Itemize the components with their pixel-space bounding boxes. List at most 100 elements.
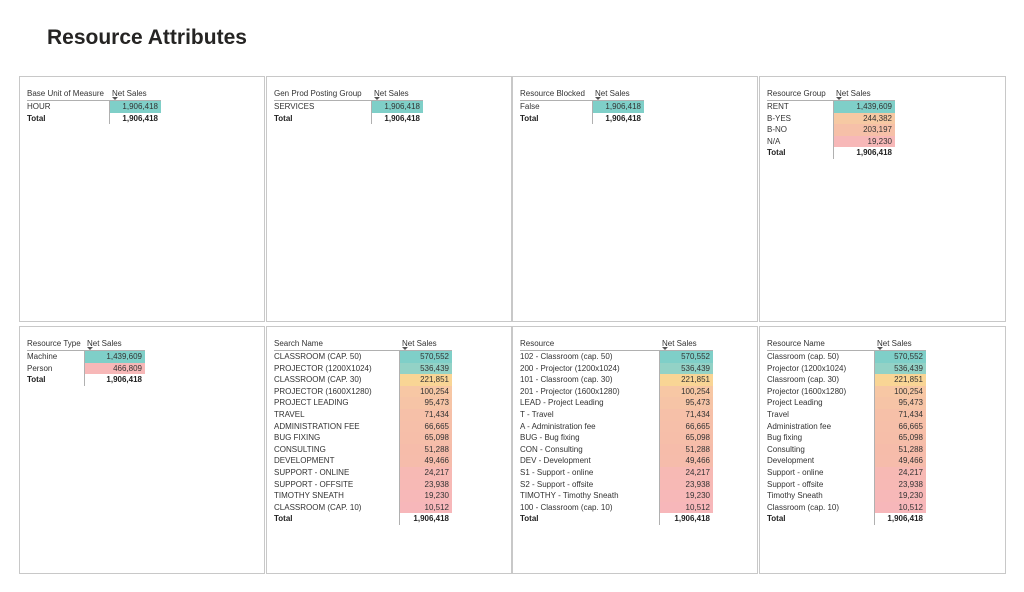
row-label: CON - Consulting (520, 444, 583, 454)
column-header-label[interactable]: Resource Group (767, 89, 826, 98)
table-row[interactable]: PROJECT LEADING 95,473 (274, 397, 452, 409)
table-row[interactable]: Bug fixing 65,098 (767, 432, 926, 444)
table-row[interactable]: CON - Consulting 51,288 (520, 443, 713, 456)
table-row[interactable]: CLASSROOM (CAP. 50) 570,552 (274, 351, 452, 363)
row-label: BUG FIXING (274, 433, 321, 443)
table-row[interactable]: PROJECTOR (1600X1280) 100,254 (274, 385, 452, 398)
net-sales-value: 10,512 (659, 501, 713, 514)
table-row[interactable]: Classroom (cap. 10) 10,512 (767, 501, 926, 514)
column-header-label[interactable]: Resource Name (767, 339, 825, 348)
column-header-label[interactable]: Search Name (274, 339, 323, 348)
table-row[interactable]: LEAD - Project Leading 95,473 (520, 397, 713, 409)
table-row[interactable]: 100 - Classroom (cap. 10) 10,512 (520, 501, 713, 514)
net-sales-value: 10,512 (874, 501, 926, 514)
table-row[interactable]: BUG FIXING 65,098 (274, 432, 452, 444)
table-row[interactable]: TIMOTHY SNEATH 19,230 (274, 490, 452, 502)
net-sales-value: 51,288 (659, 443, 713, 456)
table-row[interactable]: Support - online 24,217 (767, 466, 926, 479)
sort-descending-icon[interactable] (662, 347, 668, 350)
table-row[interactable]: BUG - Bug fixing 65,098 (520, 432, 713, 444)
table-row[interactable]: 101 - Classroom (cap. 30) 221,851 (520, 374, 713, 386)
column-header-net-sales[interactable]: Net Sales (87, 339, 122, 350)
table-row[interactable]: Travel 71,434 (767, 408, 926, 421)
table-row[interactable]: S1 - Support - online 24,217 (520, 466, 713, 479)
table-row[interactable]: CLASSROOM (CAP. 30) 221,851 (274, 374, 452, 386)
net-sales-value: 466,809 (84, 362, 145, 375)
table-row[interactable]: Development 49,466 (767, 455, 926, 467)
table-row[interactable]: Classroom (cap. 30) 221,851 (767, 374, 926, 386)
sort-descending-icon[interactable] (112, 97, 118, 100)
sort-descending-icon[interactable] (374, 97, 380, 100)
table-row[interactable]: Person 466,809 (27, 362, 145, 375)
table-row[interactable]: 201 - Projector (1600x1280) 100,254 (520, 385, 713, 398)
table-row[interactable]: Support - offsite 23,938 (767, 478, 926, 491)
column-header-label[interactable]: Resource (520, 339, 555, 348)
table-row[interactable]: 102 - Classroom (cap. 50) 570,552 (520, 351, 713, 363)
column-header-net-sales[interactable]: Net Sales (836, 89, 871, 100)
table-row[interactable]: SUPPORT - ONLINE 24,217 (274, 466, 452, 479)
table-row[interactable]: T - Travel 71,434 (520, 408, 713, 421)
table-row[interactable]: Consulting 51,288 (767, 443, 926, 456)
table-row[interactable]: B-YES 244,382 (767, 112, 895, 125)
table-row[interactable]: RENT 1,439,609 (767, 101, 895, 113)
table-row[interactable]: TRAVEL 71,434 (274, 408, 452, 421)
row-label: Person (27, 363, 53, 373)
table-header: Resource Net Sales (520, 332, 713, 351)
column-header-net-sales[interactable]: Net Sales (402, 339, 437, 350)
table-row[interactable]: A - Administration fee 66,665 (520, 420, 713, 433)
table-row[interactable]: HOUR 1,906,418 (27, 101, 161, 113)
total-label: Total (27, 113, 46, 123)
sort-descending-icon[interactable] (402, 347, 408, 350)
table-row[interactable]: S2 - Support - offsite 23,938 (520, 478, 713, 491)
table-row[interactable]: ADMINISTRATION FEE 66,665 (274, 420, 452, 433)
table-row[interactable]: TIMOTHY - Timothy Sneath 19,230 (520, 490, 713, 502)
table-row[interactable]: False 1,906,418 (520, 101, 644, 113)
row-label: S2 - Support - offsite (520, 479, 594, 489)
column-header-net-sales[interactable]: Net Sales (595, 89, 630, 100)
net-sales-value: 19,230 (833, 135, 895, 148)
row-label: Classroom (cap. 10) (767, 502, 840, 512)
table-row[interactable]: SUPPORT - OFFSITE 23,938 (274, 478, 452, 491)
table-row[interactable]: CONSULTING 51,288 (274, 443, 452, 456)
table-row[interactable]: Administration fee 66,665 (767, 420, 926, 433)
table-row[interactable]: Classroom (cap. 50) 570,552 (767, 351, 926, 363)
table-row[interactable]: Timothy Sneath 19,230 (767, 490, 926, 502)
sort-descending-icon[interactable] (836, 97, 842, 100)
table-row[interactable]: Projector (1600x1280) 100,254 (767, 385, 926, 398)
row-label: Project Leading (767, 398, 823, 408)
net-sales-value: 66,665 (659, 420, 713, 433)
sort-descending-icon[interactable] (87, 347, 93, 350)
net-sales-value: 49,466 (874, 455, 926, 467)
column-header-label[interactable]: Resource Blocked (520, 89, 585, 98)
column-header-label[interactable]: Gen Prod Posting Group (274, 89, 362, 98)
table-row[interactable]: 200 - Projector (1200x1024) 536,439 (520, 362, 713, 375)
table-row[interactable]: Project Leading 95,473 (767, 397, 926, 409)
total-row: Total 1,906,418 (767, 147, 895, 159)
column-header-net-sales[interactable]: Net Sales (112, 89, 147, 100)
total-label: Total (27, 375, 46, 385)
column-header-net-sales[interactable]: Net Sales (662, 339, 697, 350)
net-sales-value: 221,851 (874, 374, 926, 386)
column-header-label[interactable]: Resource Type (27, 339, 81, 348)
column-header-net-sales[interactable]: Net Sales (877, 339, 912, 350)
total-value: 1,906,418 (659, 513, 713, 525)
sort-descending-icon[interactable] (877, 347, 883, 350)
net-sales-value: 570,552 (874, 351, 926, 363)
panel-res-type: Resource Type Net Sales Machine 1,439,609 Pe… (19, 326, 265, 574)
row-label: S1 - Support - online (520, 467, 594, 477)
table-row[interactable]: DEVELOPMENT 49,466 (274, 455, 452, 467)
table-row[interactable]: Projector (1200x1024) 536,439 (767, 362, 926, 375)
column-header-label[interactable]: Base Unit of Measure (27, 89, 104, 98)
table-row[interactable]: SERVICES 1,906,418 (274, 101, 423, 113)
table-row[interactable]: Machine 1,439,609 (27, 351, 145, 363)
net-sales-value: 51,288 (399, 443, 452, 456)
table-row[interactable]: CLASSROOM (CAP. 10) 10,512 (274, 501, 452, 514)
table-row[interactable]: DEV - Development 49,466 (520, 455, 713, 467)
table-row[interactable]: N/A 19,230 (767, 135, 895, 148)
sort-descending-icon[interactable] (595, 97, 601, 100)
table-row[interactable]: B-NO 203,197 (767, 124, 895, 136)
row-label: Projector (1200x1024) (767, 363, 847, 373)
table-row[interactable]: PROJECTOR (1200X1024) 536,439 (274, 362, 452, 375)
net-sales-value: 536,439 (399, 362, 452, 375)
column-header-net-sales[interactable]: Net Sales (374, 89, 409, 100)
